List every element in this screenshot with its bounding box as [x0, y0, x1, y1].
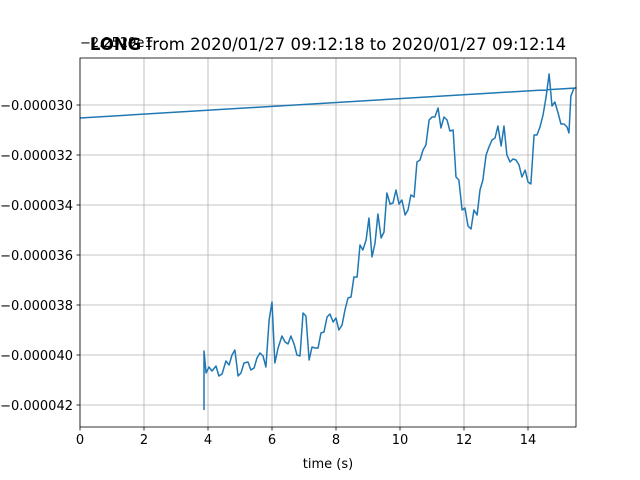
x-tick-label: 14: [520, 433, 537, 448]
data-line: [79, 73, 577, 410]
y-tick-label: −0.000030: [0, 99, 73, 114]
grid: [79, 58, 576, 427]
axes-frame: [79, 57, 577, 428]
x-tick-label: 0: [76, 433, 84, 448]
chart-title: LONG from 2020/01/27 09:12:18 to 2020/01…: [90, 35, 566, 54]
plot-area: [79, 73, 577, 410]
tick-labels: 0 2 4 6 8 10 12 14 −0.000042 −0.000040 −0.000038 −0…: [0, 99, 536, 448]
x-axis-label: time (s): [303, 457, 353, 472]
x-tick-label: 12: [456, 433, 473, 448]
x-tick-label: 10: [392, 433, 409, 448]
offset-text: −2.2529e1: [80, 36, 153, 51]
title-text: from 2020/01/27 09:12:18 to 2020/01/27 0…: [146, 35, 566, 54]
x-tick-label: 4: [204, 433, 212, 448]
y-tick-label: −0.000032: [0, 149, 73, 164]
x-tick-label: 8: [332, 433, 340, 448]
y-tick-label: −0.000042: [0, 399, 73, 414]
y-tick-label: −0.000034: [0, 199, 73, 214]
y-tick-label: −0.000036: [0, 249, 73, 264]
y-tick-label: −0.000040: [0, 349, 73, 364]
y-tick-label: −0.000038: [0, 299, 73, 314]
title-bold: LONG: [90, 35, 141, 54]
x-tick-label: 2: [140, 433, 148, 448]
x-tick-label: 6: [268, 433, 276, 448]
